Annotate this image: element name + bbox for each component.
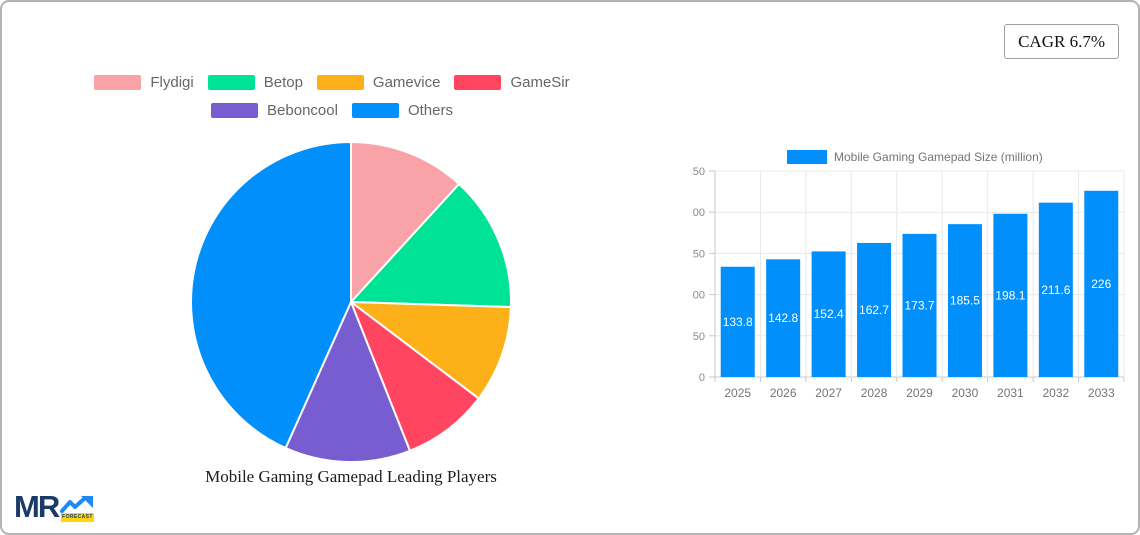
bar-legend-swatch[interactable] bbox=[787, 150, 827, 164]
bar-value-label: 152.4 bbox=[814, 307, 844, 321]
legend-item-gamesir[interactable]: GameSir bbox=[454, 74, 570, 91]
y-tick-label: 150 bbox=[692, 248, 705, 260]
bar-2030[interactable] bbox=[947, 224, 982, 377]
pie-slice-others[interactable] bbox=[190, 141, 352, 450]
x-category-label: 2031 bbox=[997, 386, 1024, 400]
legend-label: Beboncool bbox=[267, 102, 338, 119]
logo-trend-arrow-icon bbox=[60, 496, 93, 513]
pie-slice-betop[interactable] bbox=[350, 183, 512, 309]
mr-forecast-logo: MR FORECAST bbox=[14, 489, 109, 528]
legend-label: GameSir bbox=[510, 74, 570, 91]
pie-slice-gamevice[interactable] bbox=[350, 301, 512, 400]
logo-forecast-badge: FORECAST bbox=[61, 513, 94, 522]
pie-chart bbox=[187, 138, 515, 466]
y-tick-label: 0 bbox=[699, 372, 705, 384]
bar-chart: 0 50 100 150 200 250 133.8 2025 142.8 2026 152.4 20… bbox=[687, 142, 1138, 408]
x-category-label: 2027 bbox=[815, 386, 842, 400]
bar-value-label: 133.8 bbox=[723, 315, 753, 329]
x-category-label: 2030 bbox=[952, 386, 979, 400]
pie-slice-beboncool[interactable] bbox=[284, 301, 411, 463]
bar-2026[interactable] bbox=[766, 259, 801, 377]
legend-swatch bbox=[207, 75, 255, 90]
x-category-label: 2029 bbox=[906, 386, 933, 400]
bar-2031[interactable] bbox=[993, 213, 1028, 377]
legend-swatch bbox=[211, 103, 259, 118]
legend-item-others[interactable]: Others bbox=[351, 102, 453, 119]
legend-item-beboncool[interactable]: Beboncool bbox=[211, 102, 338, 119]
bar-2028[interactable] bbox=[857, 242, 892, 377]
bar-value-label: 185.5 bbox=[950, 294, 980, 308]
bar-2032[interactable] bbox=[1038, 202, 1073, 377]
y-tick-label: 200 bbox=[692, 207, 705, 219]
legend-item-gamevice[interactable]: Gamevice bbox=[316, 74, 441, 91]
bar-value-label: 198.1 bbox=[995, 288, 1025, 302]
bar-value-label: 142.8 bbox=[768, 311, 798, 325]
y-tick-label: 100 bbox=[692, 290, 705, 302]
legend-label: Gamevice bbox=[372, 74, 441, 91]
pie-legend: Flydigi Betop Gamevice GameSir Beboncool Othe… bbox=[52, 74, 612, 130]
bar-legend-label: Mobile Gaming Gamepad Size (million) bbox=[834, 150, 1043, 164]
bar-2029[interactable] bbox=[902, 233, 937, 377]
bar-value-label: 226 bbox=[1091, 277, 1111, 291]
bar-2025[interactable] bbox=[720, 266, 755, 377]
legend-item-betop[interactable]: Betop bbox=[207, 74, 303, 91]
y-tick-label: 250 bbox=[692, 166, 705, 178]
x-category-label: 2032 bbox=[1042, 386, 1069, 400]
bar-value-label: 162.7 bbox=[859, 303, 889, 317]
bar-2033[interactable] bbox=[1084, 190, 1119, 377]
bar-value-label: 173.7 bbox=[904, 298, 934, 312]
pie-chart-title: Mobile Gaming Gamepad Leading Players bbox=[205, 467, 497, 486]
legend-item-flydigi[interactable]: Flydigi bbox=[94, 74, 194, 91]
x-category-label: 2033 bbox=[1088, 386, 1115, 400]
legend-swatch bbox=[94, 75, 142, 90]
cagr-badge: CAGR 6.7% bbox=[1004, 24, 1119, 59]
x-category-label: 2025 bbox=[724, 386, 751, 400]
legend-swatch bbox=[316, 75, 364, 90]
pie-slice-flydigi[interactable] bbox=[350, 141, 461, 303]
y-tick-label: 50 bbox=[693, 331, 705, 343]
legend-label: Flydigi bbox=[150, 74, 194, 91]
bar-2027[interactable] bbox=[811, 251, 846, 377]
x-category-label: 2026 bbox=[770, 386, 797, 400]
x-category-label: 2028 bbox=[861, 386, 888, 400]
legend-swatch bbox=[351, 103, 399, 118]
legend-label: Betop bbox=[263, 74, 303, 91]
logo-mr-text: MR bbox=[14, 489, 60, 524]
pie-slice-gamesir[interactable] bbox=[350, 301, 480, 452]
bar-value-label: 211.6 bbox=[1041, 283, 1070, 297]
legend-label: Others bbox=[407, 102, 453, 119]
legend-swatch bbox=[454, 75, 502, 90]
